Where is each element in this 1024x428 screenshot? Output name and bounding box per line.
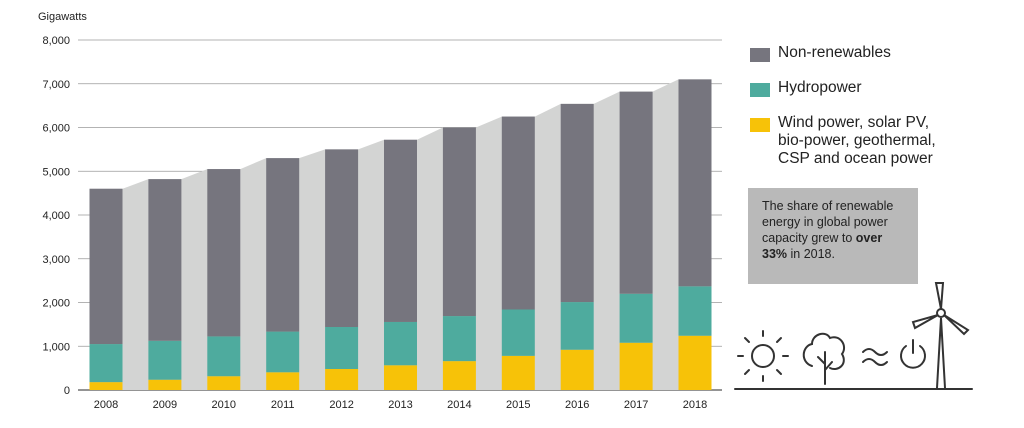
bar-segment <box>678 79 712 287</box>
legend: Non-renewables Hydropower Wind power, so… <box>750 44 990 185</box>
bar-segment <box>89 344 123 383</box>
legend-label: Non-renewables <box>778 44 891 61</box>
x-tick-label: 2008 <box>94 399 118 411</box>
bars <box>89 79 712 390</box>
bar-segment <box>148 179 182 341</box>
y-tick-label: 2,000 <box>42 298 70 310</box>
y-tick-label: 1,000 <box>42 341 70 353</box>
bar-segment <box>325 149 359 327</box>
bar-segment <box>442 127 476 317</box>
bar-segment <box>384 365 417 390</box>
bar-segment <box>619 293 653 343</box>
legend-label: Wind power, solar PV, bio-power, geother… <box>778 114 936 167</box>
legend-item-renewables-other: Wind power, solar PV, bio-power, geother… <box>750 114 990 168</box>
bar-segment <box>266 331 300 373</box>
y-tick-label: 7,000 <box>42 79 70 91</box>
bar-segment <box>678 335 712 390</box>
x-tick-label: 2014 <box>447 399 471 411</box>
x-tick-label: 2018 <box>683 399 707 411</box>
bar-segment <box>325 327 359 369</box>
y-tick-label: 4,000 <box>42 210 70 222</box>
y-axis-label: Gigawatts <box>38 11 87 23</box>
power-icon <box>900 339 926 369</box>
bar-segment <box>148 379 182 390</box>
callout-text-after: in 2018. <box>787 247 836 261</box>
x-tick-label: 2015 <box>506 399 530 411</box>
bar-segment <box>266 372 300 390</box>
bar-segment <box>384 321 417 366</box>
bar-segment <box>619 342 653 390</box>
bar-segment <box>501 116 535 310</box>
bar-segment <box>442 316 476 362</box>
y-tick-label: 3,000 <box>42 254 70 266</box>
callout-text-before: The share of renewable energy in global … <box>762 199 894 245</box>
callout-text-bold: over 33% <box>762 231 883 261</box>
y-tick-label: 0 <box>64 385 70 397</box>
bar-segment <box>619 91 653 294</box>
x-tick-label: 2011 <box>271 399 295 411</box>
y-tick-label: 8,000 <box>42 35 70 47</box>
bar-segment <box>148 340 182 380</box>
legend-swatch <box>750 83 770 97</box>
bar-segment <box>207 376 241 390</box>
y-tick-label: 6,000 <box>42 123 70 135</box>
sun-icon <box>737 330 789 382</box>
bar-segment <box>325 369 359 390</box>
x-tick-label: 2009 <box>153 399 177 411</box>
x-tick-label: 2012 <box>329 399 353 411</box>
bar-segment <box>560 349 594 390</box>
callout-box: The share of renewable energy in global … <box>748 188 918 284</box>
x-tick-label: 2016 <box>565 399 589 411</box>
axes: 0 1,000 2,000 3,000 4,000 5,000 6,000 7,000 8,00… <box>42 35 707 411</box>
bar-segment <box>678 286 712 336</box>
bar-segment <box>89 188 123 345</box>
bar-segment <box>442 361 476 390</box>
bar-segment <box>560 103 594 303</box>
x-tick-label: 2017 <box>624 399 648 411</box>
icons-row <box>734 282 973 390</box>
x-tick-label: 2010 <box>212 399 236 411</box>
legend-swatch <box>750 48 770 62</box>
bar-segment <box>384 139 417 322</box>
bar-segment <box>266 158 300 332</box>
x-tick-label: 2013 <box>388 399 412 411</box>
legend-item-non-renewables: Non-renewables <box>750 44 990 62</box>
bar-segment <box>501 309 535 356</box>
bar-segment <box>89 382 123 390</box>
bar-segment <box>207 169 241 337</box>
water-waves-icon <box>862 348 888 366</box>
legend-swatch <box>750 118 770 132</box>
bar-segment <box>207 336 241 377</box>
legend-label: Hydropower <box>778 79 862 96</box>
y-tick-label: 5,000 <box>42 166 70 178</box>
bar-segment <box>501 355 535 390</box>
legend-item-hydropower: Hydropower <box>750 79 990 97</box>
tree-icon <box>802 332 846 385</box>
wind-turbine-icon <box>911 282 970 389</box>
bar-segment <box>560 302 594 350</box>
